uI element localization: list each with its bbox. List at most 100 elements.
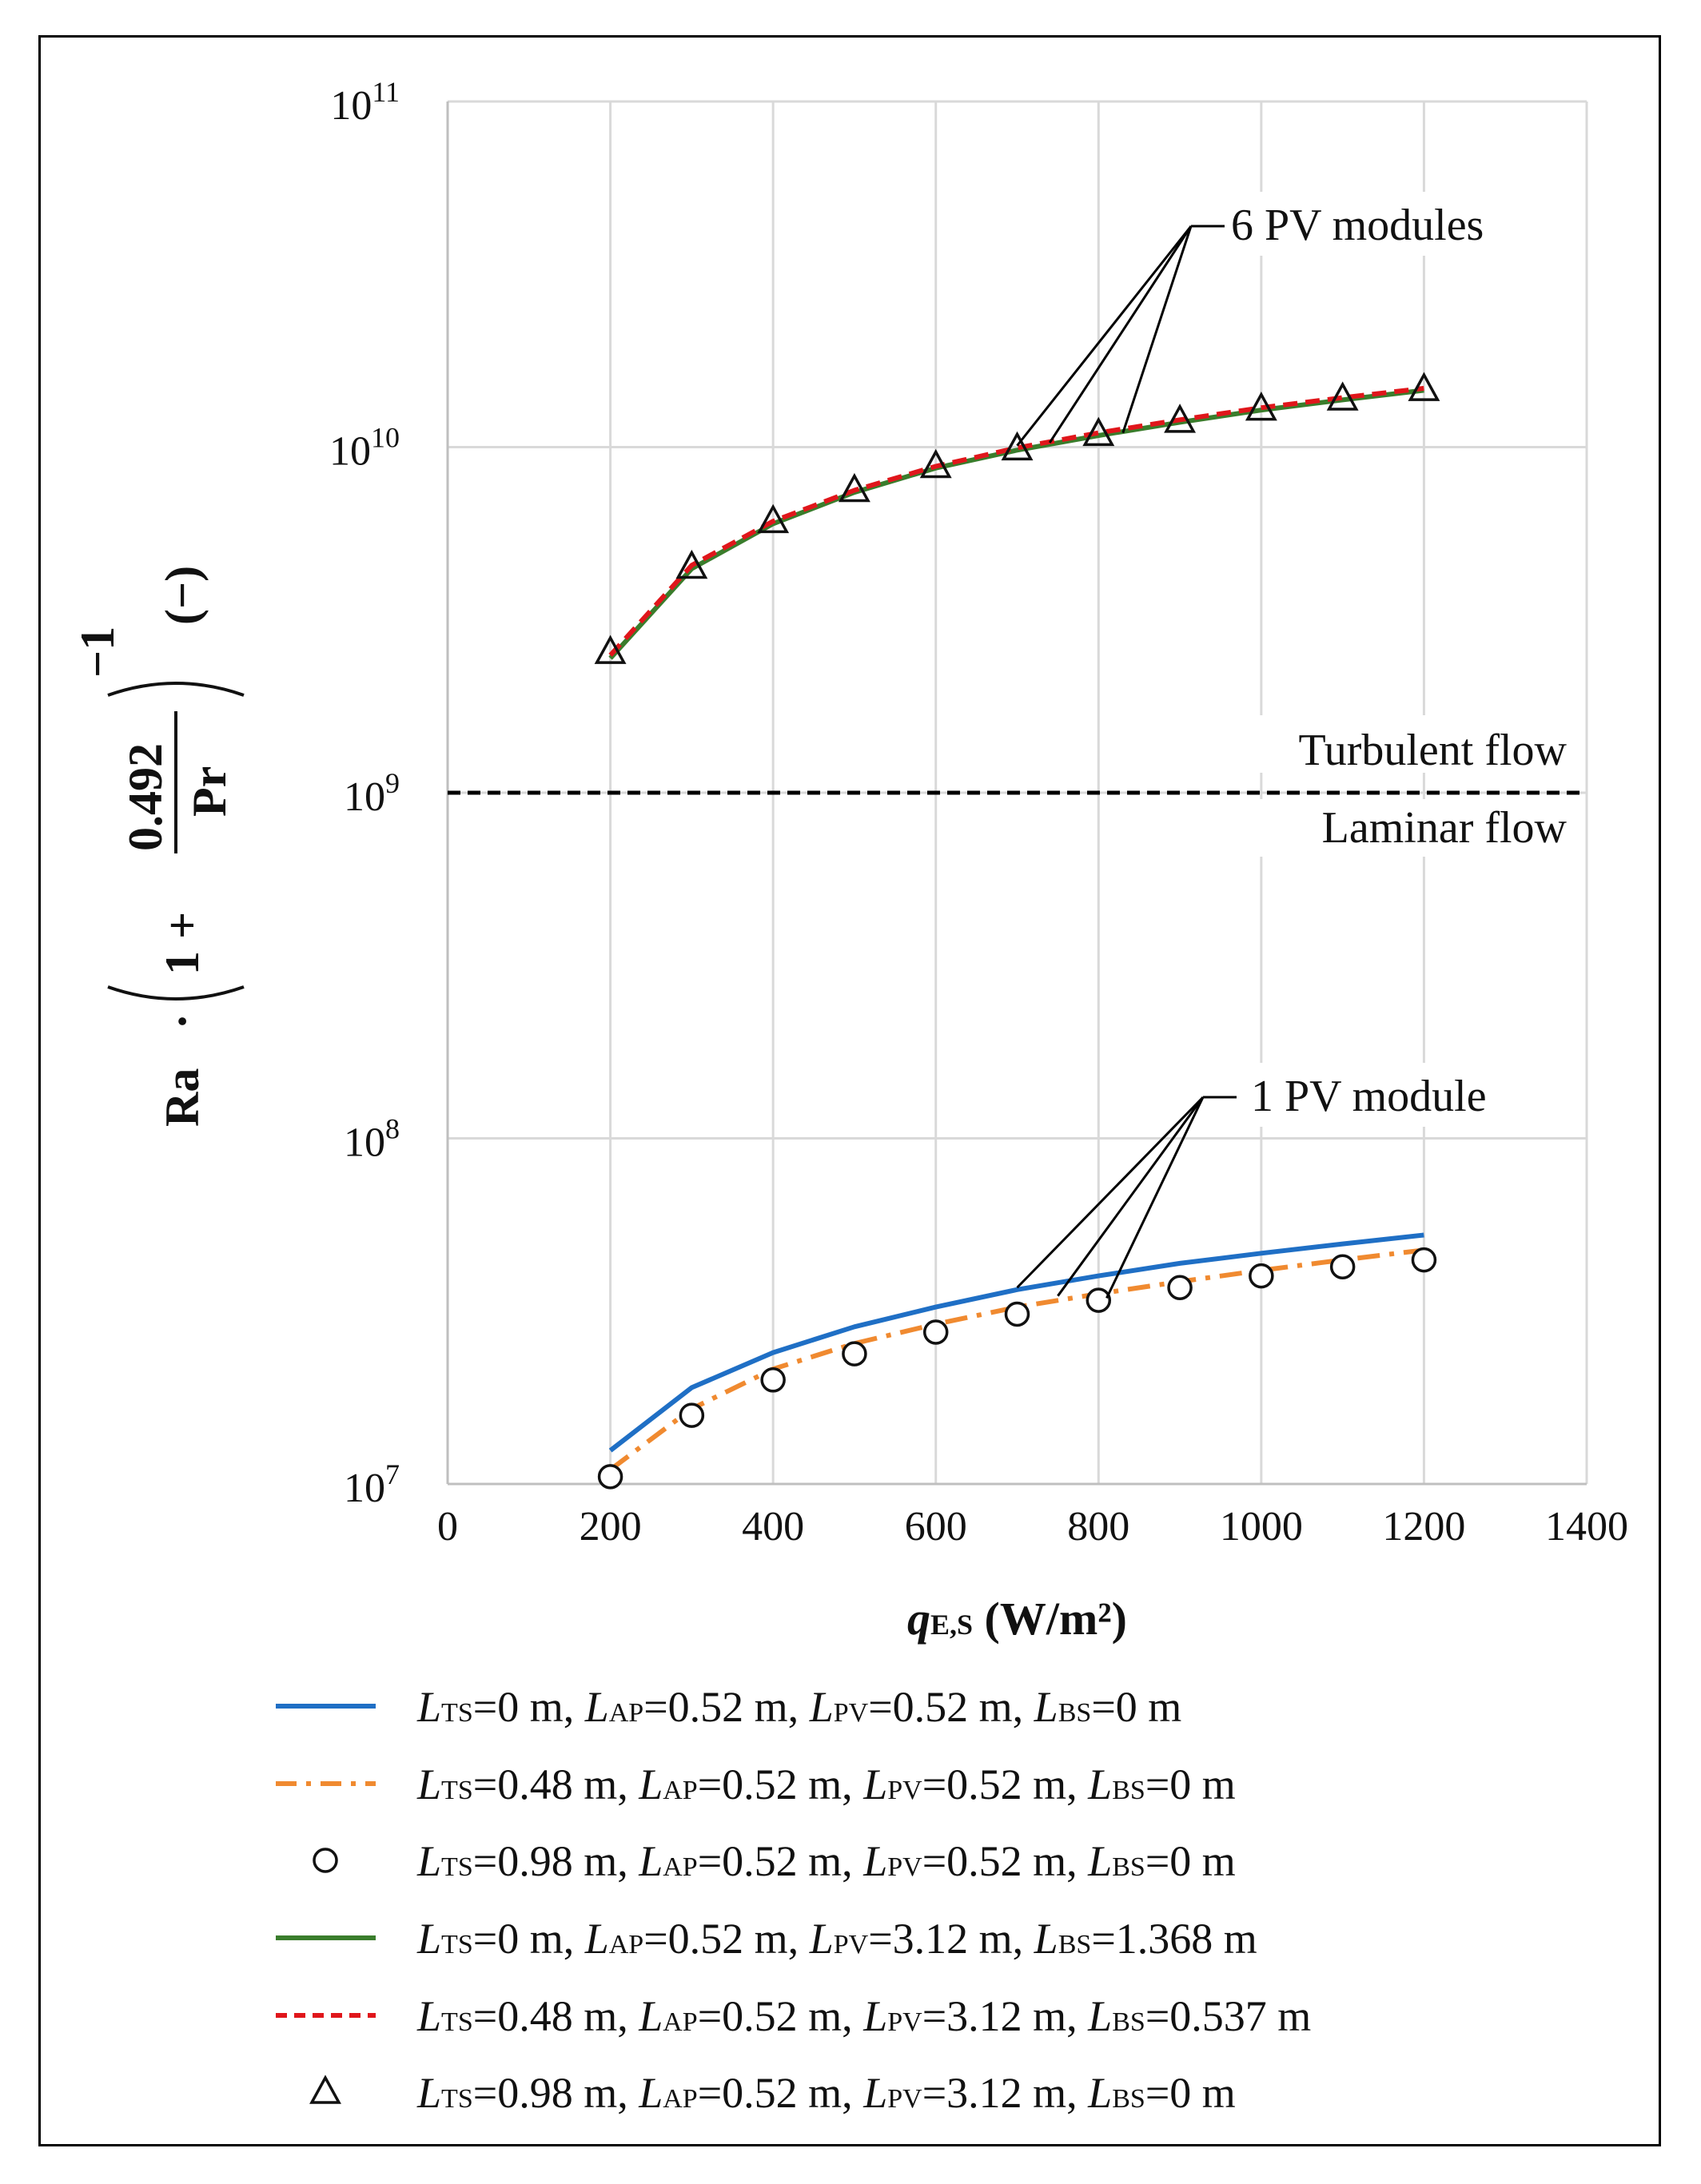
y-tick-base: 10 xyxy=(344,1466,385,1511)
legend-subscript: BS xyxy=(1112,2007,1145,2037)
legend-symbol: L xyxy=(1087,1837,1112,1885)
legend-symbol: L xyxy=(1034,1915,1058,1963)
legend-label-s3: LTS=0.98 m, LAP=0.52 m, LPV=0.52 m, LBS=… xyxy=(416,1837,1236,1885)
data-point-circle xyxy=(597,1464,623,1490)
y-tick-exponent: 11 xyxy=(372,76,400,108)
data-point-circle xyxy=(1329,1254,1356,1279)
legend-subscript: BS xyxy=(1058,1698,1092,1728)
legend-symbol: L xyxy=(416,1992,441,2040)
data-point-circle xyxy=(1004,1301,1030,1327)
legend-subscript: PV xyxy=(887,1776,922,1805)
legend-subscript: BS xyxy=(1112,1852,1145,1882)
legend-value: =0 m, xyxy=(473,1915,585,1963)
legend-subscript: AP xyxy=(663,2084,697,2114)
y-tick-label: 1011 xyxy=(330,76,400,129)
legend-value: =0.52 m, xyxy=(922,1760,1088,1808)
legend-symbol: L xyxy=(809,1915,834,1963)
legend-label-s2: LTS=0.48 m, LAP=0.52 m, LPV=0.52 m, LBS=… xyxy=(416,1760,1236,1808)
legend-subscript: PV xyxy=(887,2084,922,2114)
threshold-label-below: Laminar flow xyxy=(1322,803,1568,853)
data-point-triangle xyxy=(1408,372,1440,401)
figure-frame xyxy=(38,35,1661,2146)
legend-symbol: L xyxy=(1087,1760,1112,1808)
legend-value: =0.52 m, xyxy=(698,1837,863,1885)
legend-value: =0.52 m, xyxy=(868,1683,1034,1731)
label-backdrop xyxy=(1231,715,1575,773)
data-point-circle xyxy=(679,1402,705,1428)
legend-symbol: L xyxy=(416,1760,441,1808)
data-point-triangle xyxy=(1082,416,1115,447)
legend-subscript: AP xyxy=(609,1698,643,1728)
annotation-leader xyxy=(1121,225,1193,434)
x-title-subscript: E,S xyxy=(930,1609,973,1641)
legend-symbol: L xyxy=(416,1837,441,1885)
annotation-leader xyxy=(1048,225,1193,444)
legend-value: =3.12 m, xyxy=(922,2069,1088,2117)
legend-value: =3.12 m, xyxy=(922,1992,1088,2040)
y-tick-label: 109 xyxy=(344,767,400,820)
data-point-circle xyxy=(760,1367,786,1393)
legend-value: =0.98 m, xyxy=(473,2069,639,2117)
legend-label-s6: LTS=0.98 m, LAP=0.52 m, LPV=3.12 m, LBS=… xyxy=(416,2069,1236,2117)
legend-symbol: L xyxy=(638,1837,663,1885)
annotation-leader xyxy=(1105,1096,1205,1299)
legend-subscript: AP xyxy=(663,1852,697,1882)
legend-value: =0 m, xyxy=(473,1683,585,1731)
legend-value: =0.48 m, xyxy=(473,1992,639,2040)
legend-symbol: L xyxy=(1087,2069,1112,2117)
legend-subscript: BS xyxy=(1058,1930,1092,1959)
y-title-units: (−) xyxy=(156,566,209,625)
legend-swatch-s6 xyxy=(309,2075,341,2104)
legend-subscript: PV xyxy=(887,1852,922,1882)
y-tick-label: 1010 xyxy=(329,422,400,475)
threshold-label-above: Turbulent flow xyxy=(1298,726,1567,775)
legend-symbol: L xyxy=(416,2069,441,2117)
y-tick-base: 10 xyxy=(344,1120,385,1166)
legend-value: =0.52 m, xyxy=(698,2069,863,2117)
x-tick-label: 400 xyxy=(742,1504,804,1549)
data-point-triangle xyxy=(1164,404,1197,433)
annotation-label: 1 PV module xyxy=(1251,1072,1487,1121)
data-point-circle xyxy=(842,1341,867,1366)
legend-symbol: L xyxy=(1034,1683,1058,1731)
x-tick-label: 1400 xyxy=(1545,1504,1628,1549)
series-line-s1 xyxy=(608,1232,1424,1453)
series-line-s5 xyxy=(608,385,1424,657)
legend-value: =0.52 m, xyxy=(698,1760,863,1808)
legend-value: =0.537 m xyxy=(1145,1992,1311,2040)
legend-subscript: AP xyxy=(663,1776,697,1805)
y-tick-exponent: 10 xyxy=(371,422,400,454)
data-point-triangle xyxy=(1326,381,1359,411)
legend-value: =3.12 m, xyxy=(868,1915,1034,1963)
legend-symbol: L xyxy=(638,1992,663,2040)
legend-subscript: TS xyxy=(441,2084,473,2114)
legend-symbol: L xyxy=(809,1683,834,1731)
data-point-circle xyxy=(1411,1247,1437,1273)
legend-symbol: L xyxy=(862,2069,887,2117)
label-backdrop xyxy=(1223,192,1583,256)
y-tick-label: 107 xyxy=(344,1458,400,1511)
legend-value: =0.52 m, xyxy=(643,1915,809,1963)
legend-value: =1.368 m xyxy=(1091,1915,1257,1963)
x-tick-label: 800 xyxy=(1067,1504,1129,1549)
x-axis-title: qE,S (W/m²) xyxy=(907,1593,1127,1645)
legend-symbol: L xyxy=(638,1760,663,1808)
legend-symbol: L xyxy=(416,1915,441,1963)
legend-value: =0 m xyxy=(1145,2069,1236,2117)
legend-value: =0 m xyxy=(1091,1683,1181,1731)
legend-value: =0.48 m, xyxy=(473,1760,639,1808)
legend-value: =0.52 m, xyxy=(698,1992,863,2040)
data-point-circle xyxy=(922,1319,949,1345)
y-tick-label: 108 xyxy=(344,1113,400,1166)
legend-label-s1: LTS=0 m, LAP=0.52 m, LPV=0.52 m, LBS=0 m xyxy=(416,1683,1181,1731)
data-point-triangle xyxy=(757,503,790,534)
legend-subscript: BS xyxy=(1112,1776,1145,1805)
legend-symbol: L xyxy=(862,1837,887,1885)
legend-subscript: PV xyxy=(834,1698,869,1728)
y-tick-exponent: 7 xyxy=(385,1458,400,1490)
data-point-triangle xyxy=(594,635,627,664)
y-title-paren-left xyxy=(107,985,245,1001)
data-point-triangle xyxy=(838,472,870,503)
legend-swatch-s3 xyxy=(313,1848,338,1873)
